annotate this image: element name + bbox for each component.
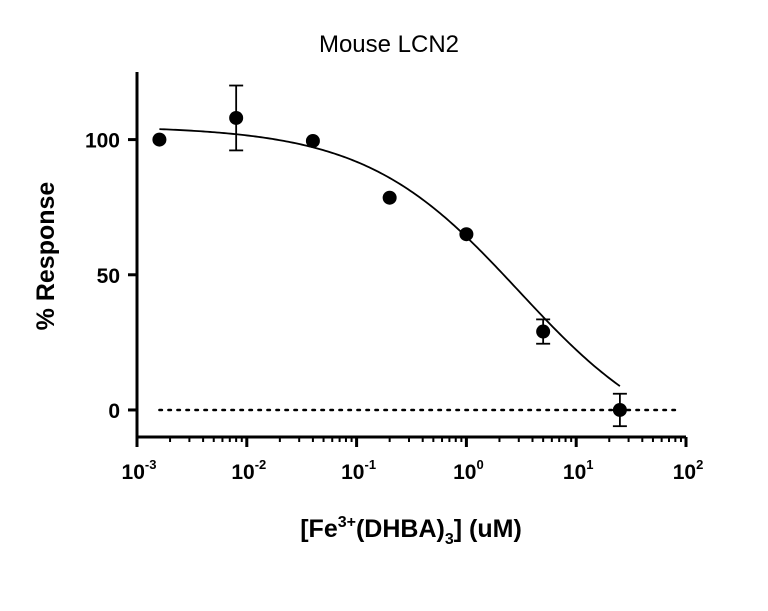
x-tick-label-exponent: 1: [586, 457, 593, 472]
plot-area: [152, 84, 680, 428]
x-axis-ticks: 10-3 10-2 10-1 100 101 102: [122, 437, 704, 484]
x-axis-label-prefix: [Fe: [300, 515, 338, 543]
y-axis-ticks: 0 50 100: [85, 130, 137, 423]
x-tick-label: 100: [453, 457, 484, 484]
chart-title: Mouse LCN2: [319, 31, 459, 58]
x-tick-label: 10-2: [231, 457, 266, 484]
y-tick-label: 50: [97, 265, 120, 288]
x-axis-label-middle: (DHBA): [356, 515, 445, 543]
x-tick-label-exponent: -2: [255, 457, 267, 472]
x-tick-label-exponent: -3: [145, 457, 157, 472]
y-tick-label: 0: [108, 400, 120, 423]
x-tick-label: 102: [673, 457, 704, 484]
y-tick-label: 100: [85, 130, 120, 153]
x-tick-label-base: 10: [673, 461, 696, 484]
x-tick-label-base: 10: [341, 461, 364, 484]
x-tick-label-base: 10: [453, 461, 476, 484]
x-axis-label: [Fe3+(DHBA)3] (uM): [300, 514, 522, 548]
x-tick-label: 10-1: [341, 457, 376, 484]
x-tick-label-exponent: 2: [696, 457, 703, 472]
data-point: [382, 190, 397, 205]
x-tick-label-exponent: 0: [476, 457, 483, 472]
data-point: [612, 402, 627, 417]
x-tick-label-base: 10: [122, 461, 145, 484]
x-tick-label: 10-3: [122, 457, 157, 484]
fit-curve: [159, 128, 621, 387]
x-axis-label-subscript: 3: [445, 531, 454, 548]
data-point: [305, 133, 320, 148]
x-tick-label: 101: [563, 457, 594, 484]
data-point: [459, 227, 474, 242]
x-tick-label-exponent: -1: [364, 457, 376, 472]
x-axis-label-suffix: ] (uM): [454, 515, 522, 543]
x-tick-label-base: 10: [563, 461, 586, 484]
y-axis-label: % Response: [32, 182, 60, 331]
x-axis-label-superscript: 3+: [338, 514, 356, 531]
data-point: [536, 324, 551, 339]
data-point: [152, 132, 167, 147]
x-tick-label-base: 10: [231, 461, 254, 484]
data-point: [229, 110, 244, 125]
